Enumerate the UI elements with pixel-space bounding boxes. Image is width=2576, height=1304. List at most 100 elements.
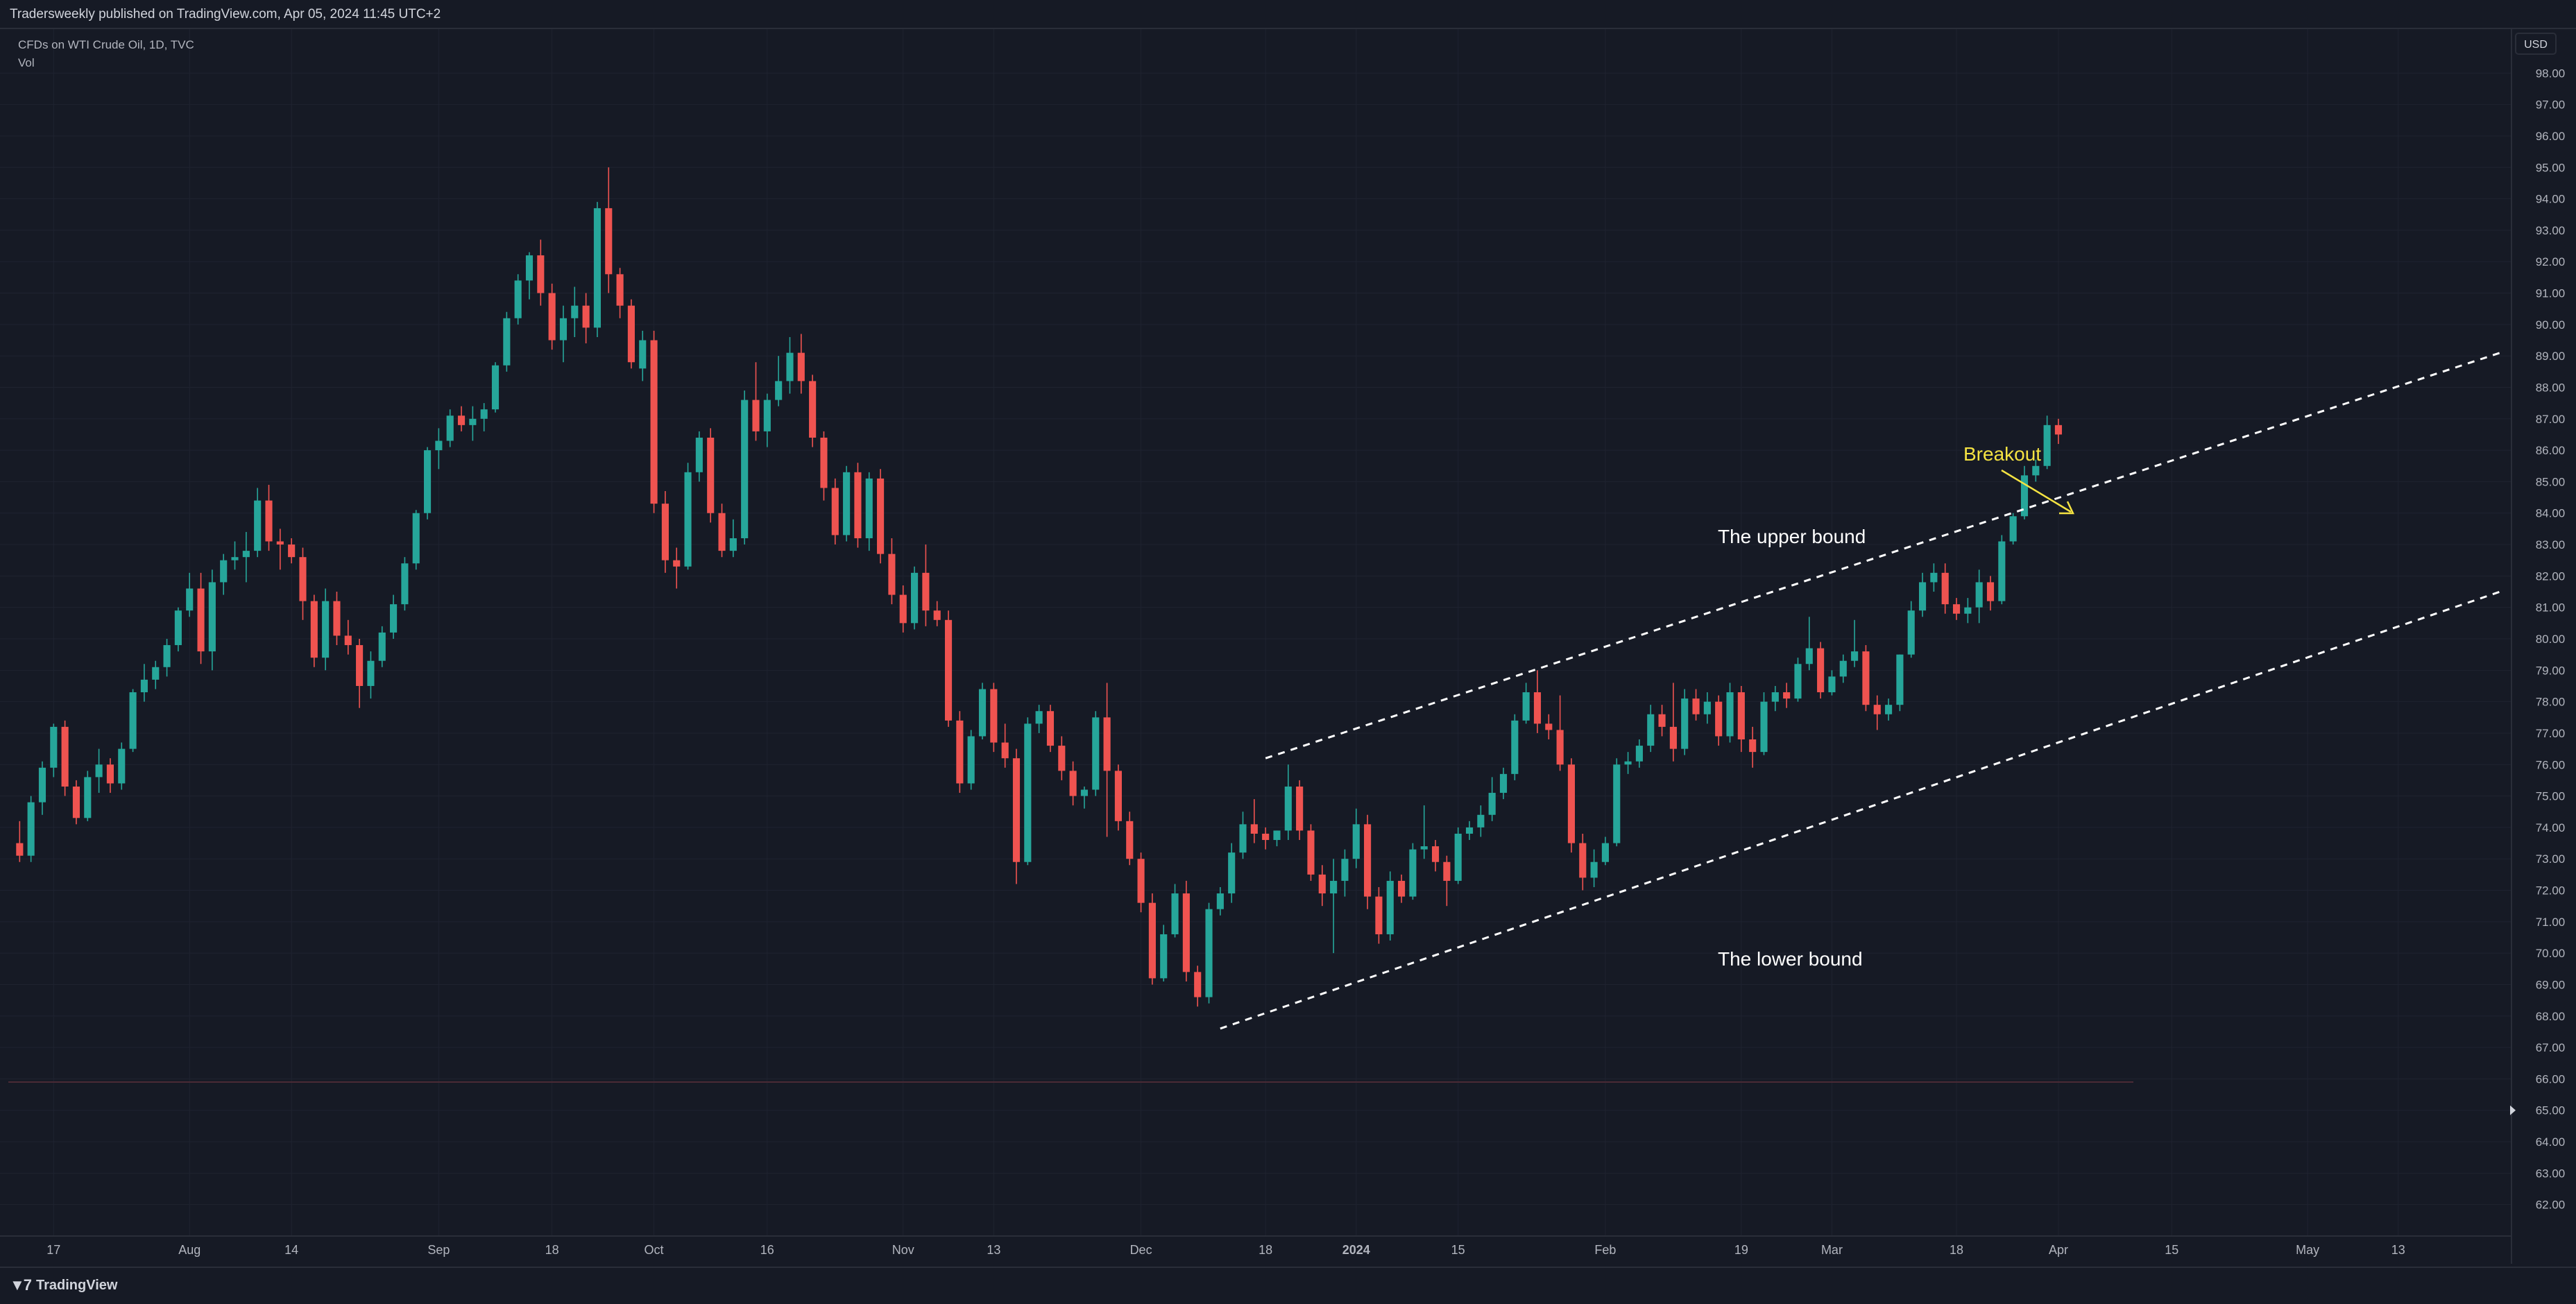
candle-body [1975,582,1983,608]
volume-indicator-label[interactable]: Vol [18,56,35,69]
candle-body [1250,824,1258,834]
price-axis[interactable] [2511,29,2576,1264]
time-tick-label: Feb [1594,1243,1616,1257]
time-axis-labels[interactable]: 17 Aug 14 Sep 18 Oct 16 Nov 13 Dec 18 2024 15 Feb 19 Ma… [46,1243,2405,1257]
price-axis-labels: 62.00 63.00 64.00 65.00 66.00 67.00 68.00 69.00… [2536,67,2566,1211]
candle-body [140,679,148,693]
candle-body [61,726,69,787]
candle-body [2032,465,2040,476]
candle-body [1851,651,1859,661]
candle-body [1533,692,1542,724]
candle-body [1873,705,1881,714]
candle-body [673,560,681,567]
candle-body [854,472,862,538]
candle-body [695,437,703,472]
tradingview-logo[interactable]: ▼7 TradingView [10,1276,117,1294]
time-tick-label: 15 [2165,1243,2178,1257]
annotations[interactable]: Breakout The upper bound The lower bound [1718,443,2074,970]
candle-body [1499,773,1508,793]
candle-body [1318,874,1326,894]
candle-body [1839,660,1847,677]
candle-body [106,764,114,784]
candle-body [1431,846,1440,862]
candle-body [72,786,80,818]
candle-body [378,632,386,661]
candle-body [1579,843,1587,878]
candle-body [1635,746,1643,762]
candle-body [1941,572,1949,605]
candle-body [1092,717,1100,790]
price-tick-label: 78.00 [2536,696,2566,709]
candlestick-chart[interactable]: Breakout The upper bound The lower bound… [0,29,2576,1264]
candle-body [831,488,839,535]
price-scale-marker-icon [2510,1105,2516,1115]
candle-body [174,610,182,646]
candle-body [1703,701,1711,714]
candle-body [1726,692,1734,737]
price-tick-label: 62.00 [2536,1199,2566,1212]
candle-body [423,450,432,513]
candle-body [95,764,103,778]
time-tick-label: Aug [178,1243,201,1257]
trendline-lower[interactable] [1220,590,2501,1030]
candle-body [1035,711,1043,724]
candle-body [1545,723,1553,730]
candle-body [763,400,771,431]
candle-body [344,635,352,646]
price-tick-label: 90.00 [2536,318,2566,332]
candle-body [197,588,205,652]
candle-body [616,274,624,306]
upper-bound-label[interactable]: The upper bound [1718,526,1866,547]
candle-body [661,504,669,560]
candle-body [27,802,35,856]
candle-body [1715,701,1723,737]
candle-body [129,692,137,749]
time-tick-label: 2024 [1342,1243,1370,1257]
trendlines[interactable] [1220,352,2501,1030]
candle-body [1907,610,1915,655]
candle-body [752,400,760,431]
candle-body [1817,648,1825,693]
candle-body [208,582,216,652]
lower-bound-label[interactable]: The lower bound [1718,948,1863,970]
candle-body [333,601,341,636]
price-tick-label: 71.00 [2536,916,2566,929]
trendline-upper[interactable] [1265,352,2501,760]
candle-body [1262,833,1270,841]
symbol-label[interactable]: CFDs on WTI Crude Oil, 1D, TVC [18,38,194,51]
candle-body [1103,717,1111,771]
price-tick-label: 92.00 [2536,255,2566,268]
currency-badge[interactable] [2515,33,2557,55]
candle-body [446,415,454,441]
price-tick-label: 86.00 [2536,444,2566,457]
price-tick-label: 70.00 [2536,947,2566,960]
price-tick-label: 94.00 [2536,193,2566,206]
candle-body [729,538,737,551]
candle-body [2043,424,2051,466]
price-tick-label: 68.00 [2536,1010,2566,1023]
price-tick-label: 77.00 [2536,727,2566,740]
candle-body [820,437,828,488]
price-tick-label: 72.00 [2536,884,2566,898]
candle-body [186,588,194,611]
candle-body [1160,934,1168,979]
chart-area[interactable]: Breakout The upper bound The lower bound… [0,29,2576,1264]
candle-body [469,418,477,425]
candle-body [1454,833,1462,881]
time-tick-label: 14 [284,1243,298,1257]
candle-body [163,645,171,667]
candle-body [650,340,658,504]
candle-body [1228,852,1236,894]
candle-body [911,572,919,624]
candle-body [718,513,726,551]
candle-body [401,563,409,605]
time-tick-label: Sep [427,1243,450,1257]
price-tick-label: 75.00 [2536,790,2566,803]
candle-body [1556,730,1564,765]
price-tick-label: 98.00 [2536,67,2566,80]
price-tick-label: 83.00 [2536,538,2566,551]
chart-legend[interactable]: CFDs on WTI Crude Oil, 1D, TVC Vol [18,36,194,72]
breakout-label[interactable]: Breakout [1963,443,2041,465]
candle-body [2054,424,2063,435]
candle-body [741,400,749,538]
